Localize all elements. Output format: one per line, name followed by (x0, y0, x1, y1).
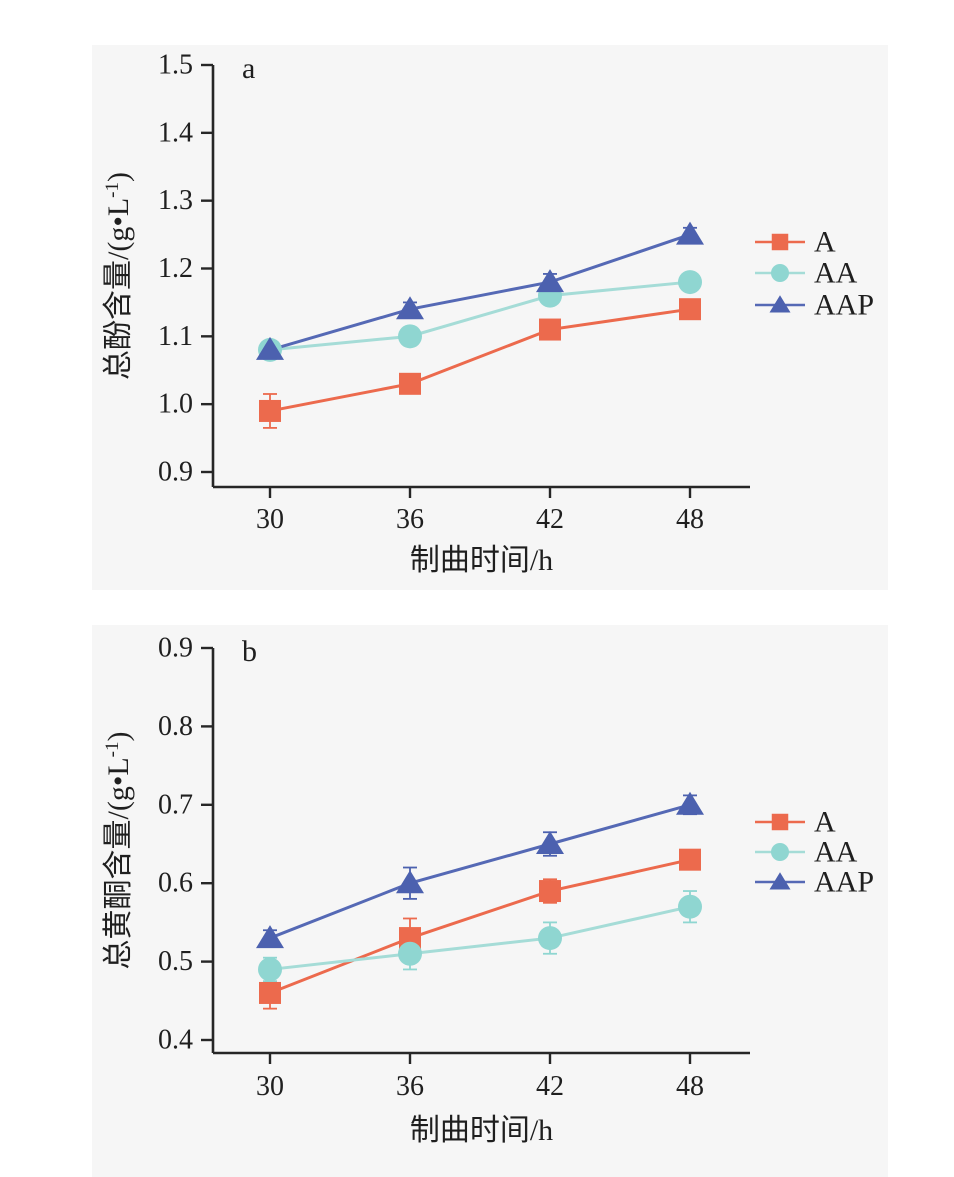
chart-a-marker-AAP-48 (676, 221, 704, 245)
chart-b-ytick-label-0.9: 0.9 (158, 633, 193, 664)
line-chart-total-flavonoid: 0.4 0.5 0.6 0.7 0.8 0.9 30 36 42 48 制曲时间/h 总黄酮含量/(g… (92, 625, 888, 1177)
chart-b-legend-label-AAP: AAP (814, 866, 874, 899)
chart-panel-a: 0.9 1.0 1.1 1.2 1.3 1.4 1.5 30 36 42 48 制曲时间/h 总酚含量/… (92, 45, 888, 590)
chart-a-xtick-label-30: 30 (256, 504, 284, 535)
chart-a-panel-label: a (242, 52, 255, 85)
chart-b-legend-item-A: A (755, 806, 836, 839)
chart-b-series-AA-line (269, 905, 691, 971)
chart-b-legend-item-AAP: AAP (755, 866, 874, 899)
chart-a-series-AAP-line (269, 233, 691, 352)
chart-a-ytick-label-1.1: 1.1 (158, 321, 193, 352)
chart-b-series-AAP-line (269, 803, 691, 940)
chart-b-ylabel: 总黄酮含量/(g•L-1) (102, 732, 136, 970)
chart-b-marker-AA-48 (678, 894, 702, 919)
chart-a-series-A-line (269, 307, 691, 413)
chart-a-marker-A-48 (679, 298, 701, 321)
chart-a-xlabel: 制曲时间/h (410, 544, 553, 577)
chart-b-marker-AA-42 (538, 926, 562, 951)
chart-b-ytick-label-0.4: 0.4 (158, 1025, 193, 1056)
chart-b-marker-AAP-36 (396, 870, 424, 894)
chart-a-ytick-label-0.9: 0.9 (158, 457, 193, 488)
chart-a-marker-AAP-42 (536, 269, 564, 293)
chart-a-ytick-label-1: 1.0 (158, 389, 193, 420)
chart-a-series-AA-line (269, 280, 691, 352)
chart-b-legend-marker-A (771, 813, 789, 831)
chart-b-legend-label-A: A (814, 806, 836, 839)
chart-b-marker-A-48 (679, 848, 701, 871)
chart-a-legend-marker-AAP (769, 295, 791, 313)
chart-a-legend-item-A: A (755, 226, 836, 259)
chart-a-ytick-label-1.2: 1.2 (158, 253, 193, 284)
chart-b-ytick-label-0.7: 0.7 (158, 789, 193, 820)
chart-b-xtick-label-48: 48 (676, 1071, 704, 1102)
chart-a-marker-AAP-30 (256, 336, 284, 360)
chart-b-xtick-label-42: 42 (536, 1071, 564, 1102)
chart-a-marker-AAP-36 (396, 296, 424, 320)
chart-a-ytick-label-1.5: 1.5 (158, 50, 193, 81)
chart-b-marker-AA-36 (398, 941, 422, 966)
chart-b-marker-AAP-30 (256, 925, 284, 949)
chart-a-legend-marker-AA (771, 264, 789, 282)
chart-a-legend-item-AAP: AAP (755, 289, 874, 322)
chart-b-marker-A-42 (539, 880, 561, 903)
chart-b-xlabel: 制曲时间/h (410, 1114, 553, 1147)
chart-panel-b: 0.4 0.5 0.6 0.7 0.8 0.9 30 36 42 48 制曲时间/h 总黄酮含量/(g… (92, 625, 888, 1177)
chart-a-xtick-label-42: 42 (536, 504, 564, 535)
chart-b-xtick-label-36: 36 (396, 1071, 424, 1102)
chart-a-legend-label-A: A (814, 226, 836, 259)
chart-b-legend-marker-AA (771, 843, 789, 861)
chart-a-legend-marker-A (771, 233, 789, 251)
chart-a-marker-A-30 (259, 399, 281, 422)
chart-b-marker-AAP-48 (676, 791, 704, 815)
chart-a-marker-A-36 (399, 372, 421, 395)
chart-b-ytick-label-0.8: 0.8 (158, 711, 193, 742)
chart-a-ylabel: 总酚含量/(g•L-1) (102, 172, 136, 380)
chart-a-ytick-label-1.4: 1.4 (158, 117, 193, 148)
chart-a-legend-label-AA: AA (814, 257, 858, 290)
chart-a-legend-item-AA: AA (755, 257, 858, 290)
chart-a-ytick-label-1.3: 1.3 (158, 185, 193, 216)
chart-a-marker-AA-36 (398, 324, 422, 349)
chart-b-legend-marker-AAP (769, 872, 791, 890)
chart-b-marker-AA-30 (258, 957, 282, 982)
chart-a-marker-AA-48 (678, 270, 702, 295)
chart-b-svg: 0.4 0.5 0.6 0.7 0.8 0.9 30 36 42 48 制曲时间/h 总黄酮含量/(g… (102, 633, 875, 1148)
chart-a-xtick-label-48: 48 (676, 504, 704, 535)
chart-b-legend-item-AA: AA (755, 836, 858, 869)
chart-b-legend-label-AA: AA (814, 836, 858, 869)
chart-a-svg: 0.9 1.0 1.1 1.2 1.3 1.4 1.5 30 36 42 48 制曲时间/h 总酚含量/… (102, 50, 875, 578)
chart-a-marker-A-42 (539, 318, 561, 341)
line-chart-total-phenol: 0.9 1.0 1.1 1.2 1.3 1.4 1.5 30 36 42 48 制曲时间/h 总酚含量/… (92, 45, 888, 590)
chart-a-xtick-label-36: 36 (396, 504, 424, 535)
chart-b-series-A-line (269, 858, 691, 995)
chart-b-ytick-label-0.5: 0.5 (158, 946, 193, 977)
chart-b-marker-A-30 (259, 981, 281, 1004)
chart-b-panel-label: b (242, 635, 257, 668)
chart-b-ytick-label-0.6: 0.6 (158, 868, 193, 899)
chart-b-marker-AAP-42 (536, 831, 564, 854)
chart-b-xtick-label-30: 30 (256, 1071, 284, 1102)
chart-a-legend-label-AAP: AAP (814, 289, 874, 322)
